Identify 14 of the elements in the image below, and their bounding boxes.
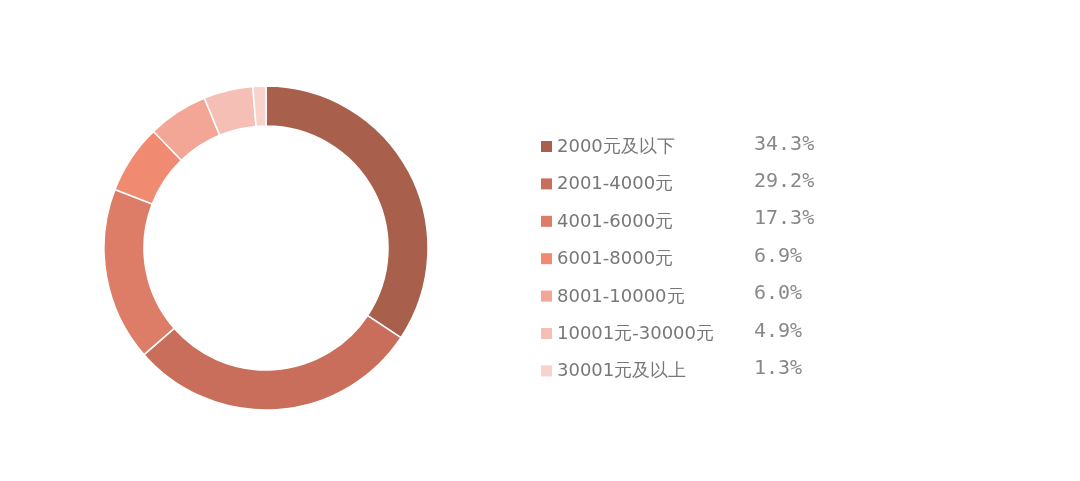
legend-label: 4001-6000元 (557, 209, 674, 231)
legend-label: 6001-8000元 (557, 247, 674, 269)
data-label: 4.9% (754, 317, 803, 342)
data-label: 17.3% (754, 205, 815, 230)
data-label: 29.2% (754, 167, 815, 192)
legend-label: 2001-4000元 (557, 172, 674, 194)
legend-label: 30001元及以上 (557, 359, 687, 381)
legend-label: 8001-10000元 (557, 284, 685, 306)
data-label: 1.3% (754, 354, 803, 379)
data-label: 34.3% (754, 130, 815, 155)
data-label: 6.0% (754, 280, 803, 305)
legend-label: 2000元及以下 (557, 135, 675, 156)
data-label: 6.9% (754, 242, 803, 267)
legend-label: 10001元-30000元 (557, 322, 715, 343)
